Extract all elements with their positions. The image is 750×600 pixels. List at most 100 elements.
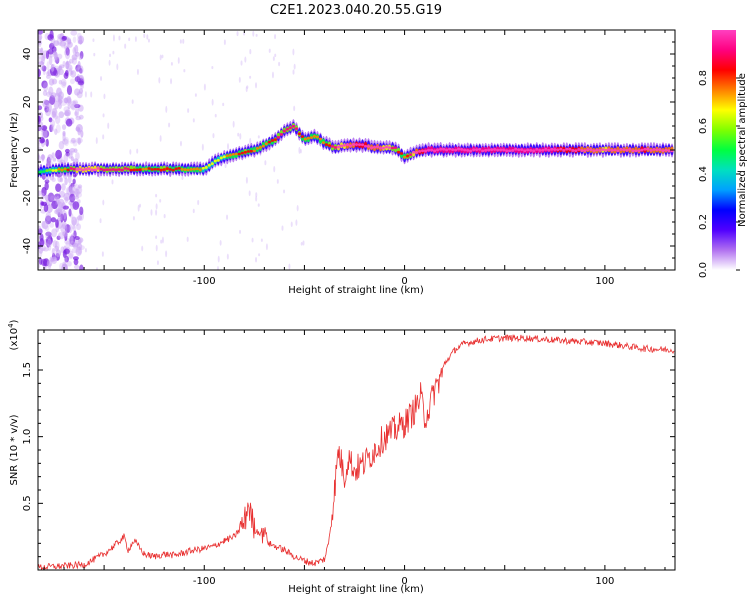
noise-speck [58,111,65,119]
noise-speck [62,35,68,41]
ridge-mark [57,167,61,171]
noise-speck [50,64,55,72]
ridge-mark [69,166,73,170]
noise-speck [77,184,83,189]
noise-speck [49,30,54,40]
ridge-mark [102,168,106,172]
ridge-mark [411,150,416,154]
ridge-mark [204,166,208,169]
ridge-mark [421,149,425,153]
noise-speck [273,165,276,173]
ridge-mark [141,167,145,171]
noise-speck [102,113,105,118]
noise-speck [108,59,111,66]
ridge-mark [390,146,395,150]
noise-speck [38,30,44,35]
ridge-mark [117,168,121,171]
noise-speck [211,65,214,70]
noise-speck [46,260,53,267]
noise-speck [271,71,274,79]
snr-series-line [38,334,675,570]
ridge-mark [499,148,503,152]
ridge-mark [433,149,437,153]
noise-speck [71,248,79,254]
noise-speck [57,211,61,218]
ridge-mark [132,168,136,172]
noise-speck [38,68,41,78]
noise-speck [47,192,55,203]
noise-speck [48,55,53,66]
noise-speck [63,136,70,147]
ridge-mark [562,148,566,152]
y-tick-label: -40 [22,238,33,254]
noise-speck [143,33,146,38]
noise-speck [226,253,229,260]
noise-speck [57,201,63,212]
noise-speck [51,256,58,265]
noise-speck [43,81,49,92]
noise-speck [57,95,64,104]
noise-speck [77,60,81,71]
ridge-mark [273,138,277,142]
ridge-mark [592,149,596,153]
ridge-mark [240,151,244,155]
ridge-mark [270,139,274,142]
noise-speck [74,88,81,96]
snr-x-axis-label: Height of straight line (km) [288,584,424,595]
noise-speck [293,105,296,112]
noise-speck [66,85,73,96]
noise-speck [68,58,74,64]
x-tick-label: 100 [595,576,614,587]
y-tick-label: 0 [22,147,33,153]
noise-speck [39,238,45,247]
noise-speck [72,99,78,105]
ridge-mark [168,168,172,171]
noise-speck [187,108,190,113]
noise-speck [268,48,271,53]
noise-speck [295,219,298,226]
noise-speck [224,162,227,169]
noise-speck [78,185,82,194]
ridge-mark [640,148,644,152]
noise-speck [63,97,69,104]
ridge-mark [514,147,518,151]
ridge-mark [234,152,238,156]
noise-speck [64,196,69,203]
noise-speck [111,179,114,185]
ridge-mark [153,167,157,171]
chart-title: C2E1.2023.040.20.55.G19 [270,3,442,18]
noise-speck [60,213,64,223]
noise-speck [38,154,41,164]
noise-speck [71,57,78,65]
noise-speck [38,245,44,254]
ridge-mark [381,146,386,150]
noise-speck [50,92,57,98]
noise-speck [77,249,82,255]
noise-speck [61,221,67,230]
noise-speck [65,47,70,56]
ridge-mark [628,147,632,151]
ridge-mark [601,148,605,151]
noise-speck [41,128,48,139]
x-tick-label: 100 [595,276,614,287]
ridge-mark [51,169,55,172]
noise-speck [129,149,132,155]
snr-frame [37,329,676,571]
noise-speck [50,217,57,223]
ridge-mark [574,149,578,153]
noise-speck [219,239,222,246]
colorbar-label: Normalized spectral amplitude [737,73,748,227]
ridge-mark [496,148,500,152]
ridge-mark [261,144,265,148]
y-tick-label: 1.0 [22,429,33,445]
y-tick-label: -20 [22,190,33,206]
ridge-mark [222,155,226,159]
ridge-mark [159,168,163,172]
ridge-mark [54,169,58,172]
noise-speck [281,225,284,231]
ridge-mark [399,152,404,155]
noise-speck [80,84,84,90]
noise-speck [60,39,66,49]
noise-speck [47,48,54,55]
noise-speck [63,264,68,270]
